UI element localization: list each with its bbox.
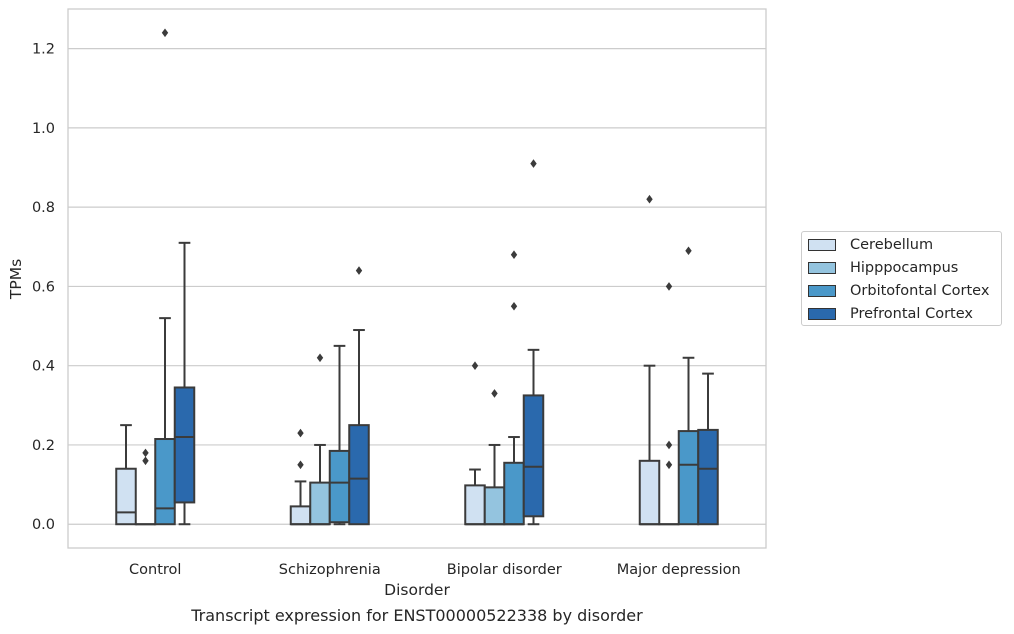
outlier-point: [510, 301, 518, 311]
box-orbitofontal-cortex: [677, 246, 700, 526]
y-tick-label: 0.6: [32, 279, 55, 295]
y-tick-label: 0.4: [32, 359, 55, 375]
box-hipppocampus: [483, 389, 506, 526]
outlier-point: [530, 159, 537, 168]
y-tick-label: 0.8: [32, 200, 55, 216]
x-tick-label: Schizophrenia: [279, 562, 381, 578]
iqr-box: [483, 486, 506, 526]
legend-swatch-prefrontal: [808, 308, 836, 320]
legend: Cerebellum Hipppocampus Orbitofontal Cor…: [801, 231, 1002, 326]
iqr-box: [677, 430, 700, 526]
iqr-box: [522, 394, 545, 518]
y-tick-label: 0.2: [32, 438, 55, 454]
legend-label: Hipppocampus: [850, 260, 959, 276]
legend-label: Cerebellum: [850, 237, 934, 253]
outlier-point: [355, 266, 363, 275]
legend-label: Orbitofontal Cortex: [850, 283, 990, 299]
legend-swatch-orbitofrontal: [808, 285, 836, 297]
outlier-point: [685, 246, 692, 256]
box-cerebellum: [115, 424, 137, 526]
box-prefrontal-cortex: [348, 266, 370, 526]
y-axis-title: TPMs: [7, 259, 25, 300]
x-axis-title: Disorder: [384, 581, 450, 599]
outlier-point: [510, 250, 518, 260]
iqr-box: [464, 484, 486, 526]
box-hipppocampus: [134, 448, 157, 526]
x-tick-label: Major depression: [617, 562, 741, 578]
outlier-point: [646, 194, 653, 204]
iqr-box: [328, 449, 351, 524]
iqr-box: [638, 459, 661, 526]
y-tick-label: 1.0: [32, 121, 55, 137]
box-groups: [115, 28, 719, 526]
y-axis-ticks: 0.0 0.2 0.4 0.6 0.8 1.0 1.2: [32, 42, 55, 534]
outlier-point: [297, 428, 304, 438]
x-axis-ticks: Control Schizophrenia Bipolar disorder Majo…: [129, 562, 741, 578]
box-orbitofontal-cortex: [503, 250, 525, 526]
box-cerebellum: [464, 361, 486, 526]
iqr-box: [154, 438, 176, 526]
iqr-box: [309, 481, 331, 526]
box-prefrontal-cortex: [173, 241, 196, 526]
box-orbitofontal-cortex: [328, 344, 351, 526]
outlier-point: [161, 28, 169, 38]
outlier-point: [316, 353, 324, 363]
chart-caption: Transcript expression for ENST0000052233…: [191, 606, 643, 625]
legend-swatch-hippocampus: [808, 262, 836, 274]
box-prefrontal-cortex: [697, 372, 719, 526]
plot-area-frame: [67, 8, 767, 549]
outlier-point: [491, 389, 498, 398]
legend-item-cerebellum: Cerebellum: [808, 235, 933, 255]
box-orbitofontal-cortex: [154, 28, 176, 526]
outlier-point: [142, 456, 149, 466]
x-tick-label: Bipolar disorder: [447, 562, 562, 578]
iqr-box: [115, 467, 137, 526]
box-cerebellum: [289, 428, 312, 526]
legend-item-hippocampus: Hipppocampus: [808, 258, 958, 278]
box-prefrontal-cortex: [522, 159, 545, 526]
iqr-box: [348, 424, 370, 526]
outlier-point: [665, 460, 673, 470]
outlier-point: [665, 282, 673, 291]
x-tick-label: Control: [129, 562, 181, 578]
iqr-box: [289, 505, 312, 526]
iqr-box: [697, 428, 719, 526]
box-cerebellum: [638, 194, 661, 526]
y-tick-label: 0.0: [32, 517, 55, 533]
outlier-point: [471, 361, 479, 370]
outlier-point: [142, 448, 149, 458]
iqr-box: [173, 386, 196, 504]
legend-swatch-cerebellum: [808, 239, 836, 251]
outlier-point: [665, 440, 673, 450]
legend-label: Prefrontal Cortex: [850, 306, 973, 322]
iqr-box: [503, 461, 525, 526]
outlier-point: [297, 460, 304, 470]
legend-item-orbitofrontal: Orbitofontal Cortex: [808, 281, 989, 301]
y-tick-label: 1.2: [32, 42, 55, 58]
box-hipppocampus: [658, 282, 680, 526]
box-hipppocampus: [309, 353, 331, 526]
legend-item-prefrontal: Prefrontal Cortex: [808, 304, 973, 324]
